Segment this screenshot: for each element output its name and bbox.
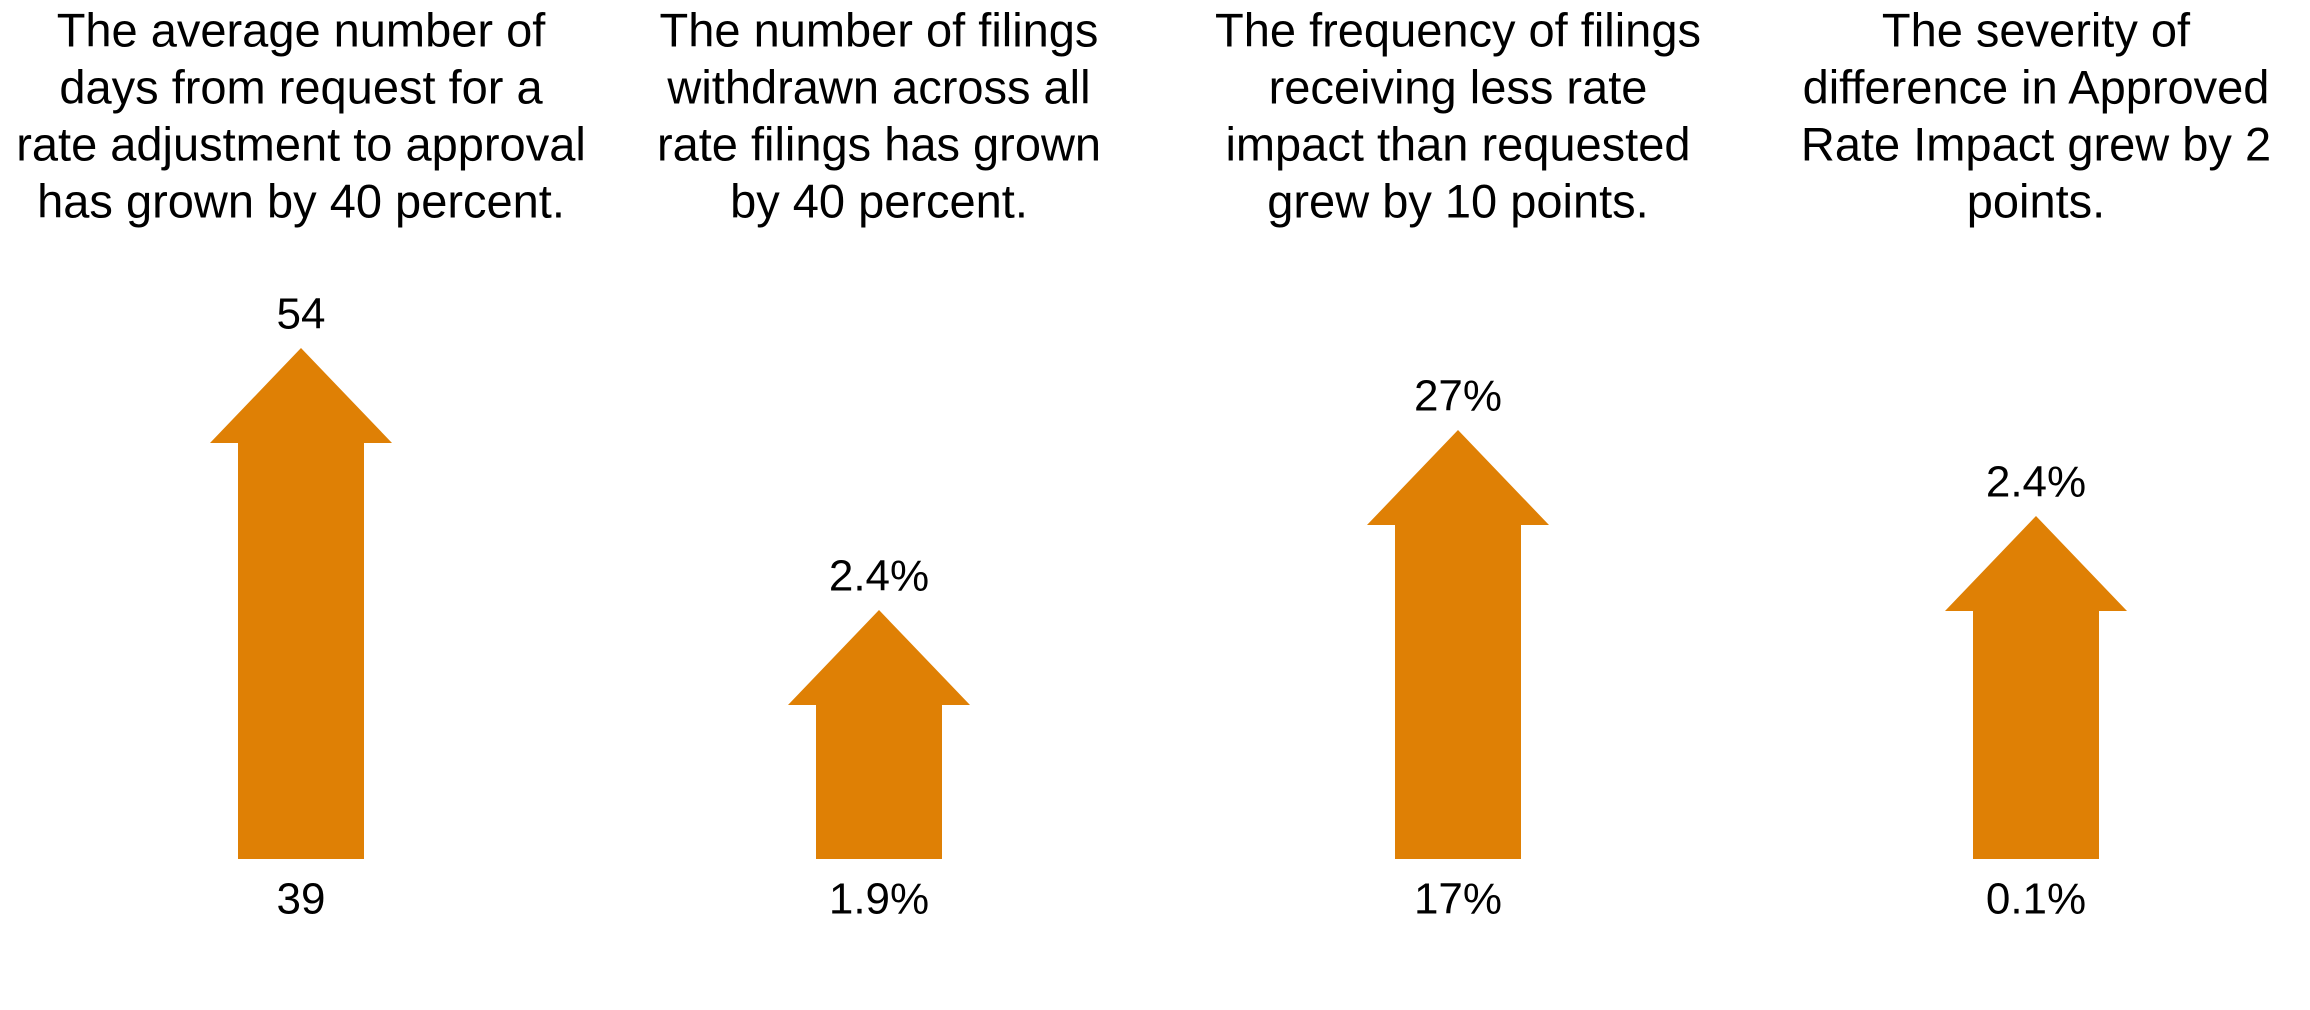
up-arrow: [788, 610, 970, 859]
end-value: 2.4%: [829, 552, 929, 601]
end-value: 54: [277, 290, 326, 339]
panel-title-line: by 40 percent.: [730, 174, 1028, 227]
panel-title-line: grew by 10 points.: [1267, 174, 1648, 227]
panel-title-line: rate adjustment to approval: [16, 117, 586, 170]
panel-title-line: The average number of: [57, 3, 547, 56]
panel-title-line: Rate Impact grew by 2: [1801, 117, 2271, 170]
panel-title-line: days from request for a: [59, 60, 543, 113]
panel-title-line: rate filings has grown: [657, 117, 1101, 170]
up-arrow: [210, 348, 392, 859]
panel-title-line: points.: [1967, 174, 2105, 227]
panel-title-line: has grown by 40 percent.: [37, 174, 565, 227]
panel-title-line: The severity of: [1882, 3, 2191, 56]
panel-title-line: withdrawn across all: [666, 60, 1090, 113]
up-arrow: [1945, 516, 2127, 859]
start-value: 17%: [1414, 875, 1502, 924]
panel-title-line: difference in Approved: [1803, 60, 2270, 113]
panel-title-line: impact than requested: [1225, 117, 1690, 170]
start-value: 0.1%: [1986, 875, 2086, 924]
panel-title-line: receiving less rate: [1269, 60, 1648, 113]
panel-title-line: The number of filings: [660, 3, 1099, 56]
panel-title-line: The frequency of filings: [1215, 3, 1701, 56]
start-value: 1.9%: [829, 875, 929, 924]
up-arrow: [1367, 430, 1549, 859]
end-value: 27%: [1414, 372, 1502, 421]
end-value: 2.4%: [1986, 458, 2086, 507]
start-value: 39: [277, 875, 326, 924]
